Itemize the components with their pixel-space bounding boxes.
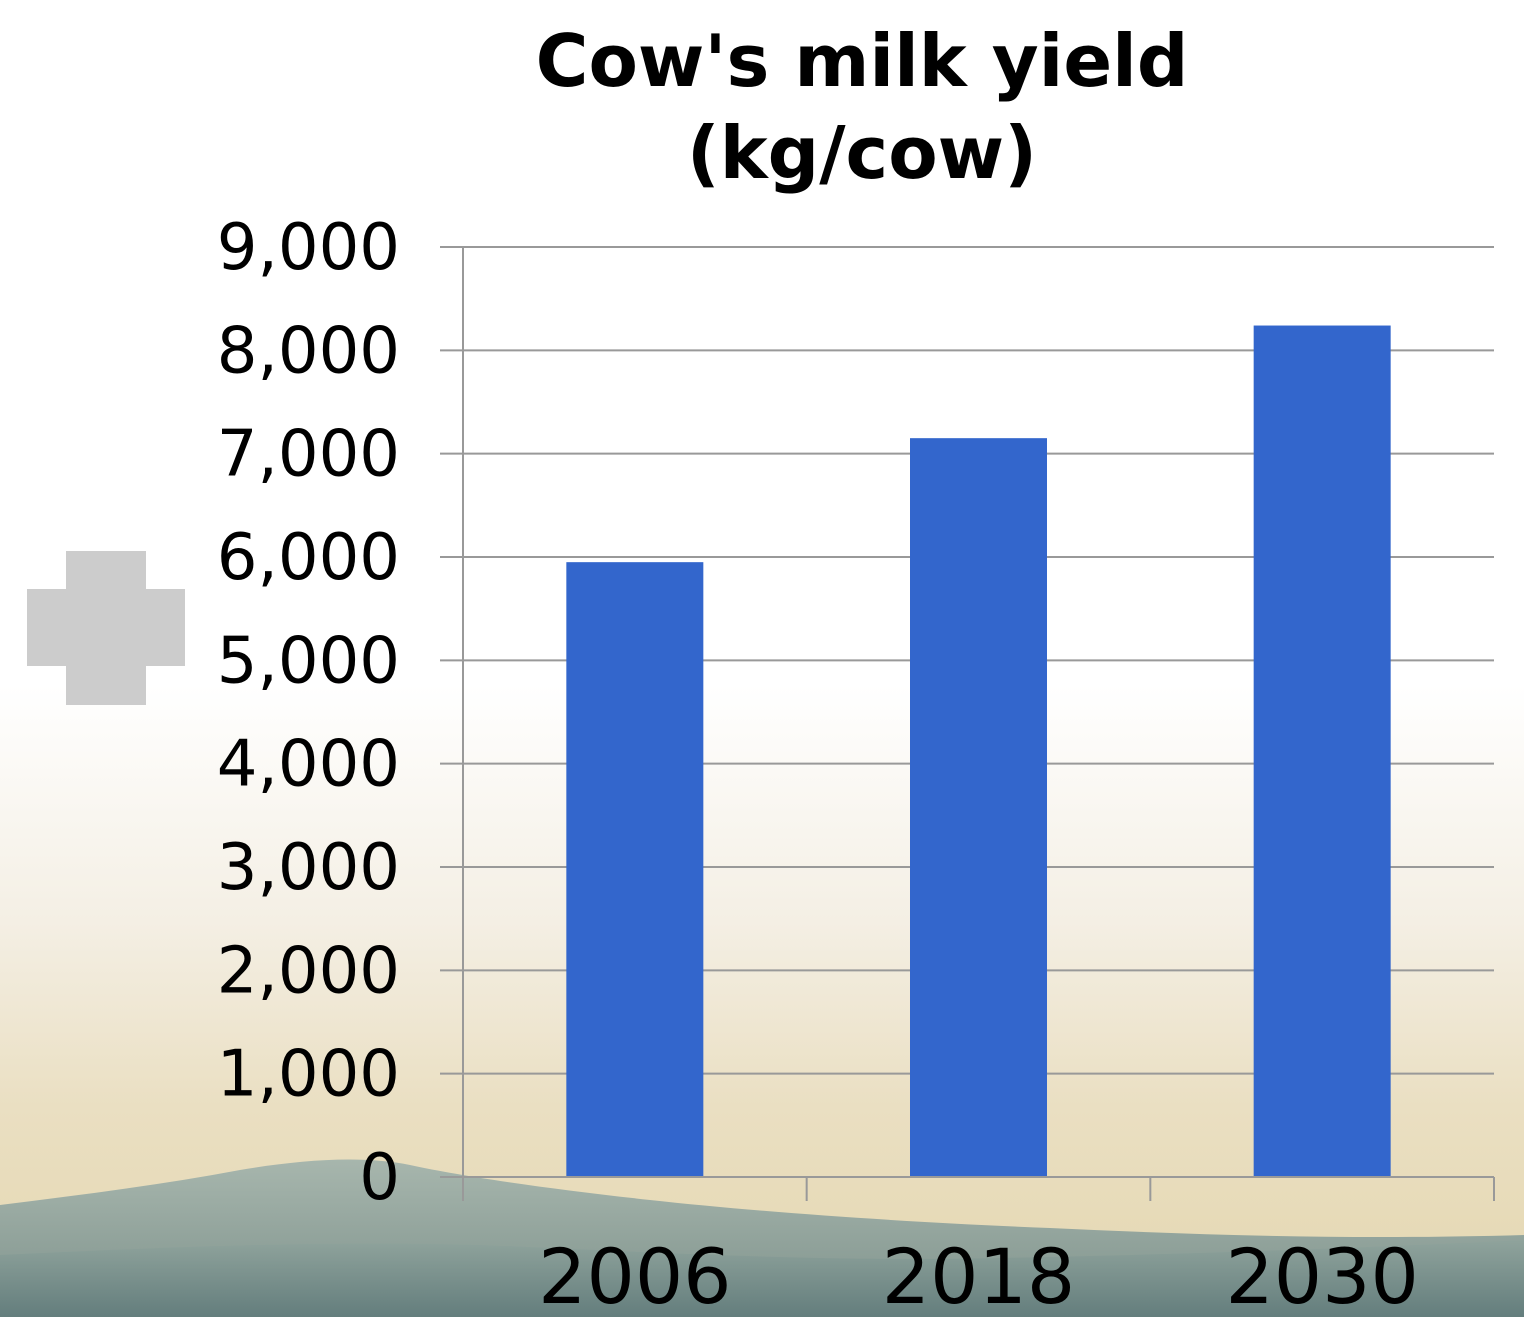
y-tick-label: 7,000 <box>217 418 400 492</box>
x-category-label: 2030 <box>1225 1232 1418 1317</box>
bars <box>566 325 1391 1178</box>
x-category-label: 2006 <box>538 1232 731 1317</box>
y-tick-label: 4,000 <box>217 728 400 802</box>
x-category-labels: 2006 2018 2030 <box>538 1232 1419 1317</box>
y-tick-label: 3,000 <box>217 831 400 905</box>
y-tick-label: 8,000 <box>217 314 400 388</box>
y-tick-labels: 0 1,000 2,000 3,000 4,000 5,000 6,000 7,000 8,00… <box>217 211 400 1215</box>
y-tick-label: 5,000 <box>217 624 400 698</box>
y-tick-label: 1,000 <box>217 1038 400 1112</box>
y-tick-label: 0 <box>359 1141 400 1215</box>
chart-title-line-1: Cow's milk yield <box>536 19 1189 103</box>
bar-2006 <box>566 562 704 1177</box>
plus-icon <box>27 551 185 705</box>
y-tick-label: 2,000 <box>217 934 400 1008</box>
chart-title-line-2: (kg/cow) <box>687 111 1037 195</box>
axes <box>440 247 1495 1201</box>
bar-2030 <box>1253 325 1391 1177</box>
y-tick-label: 6,000 <box>217 521 400 595</box>
bar-2018 <box>910 438 1047 1178</box>
y-tick-label: 9,000 <box>217 211 400 285</box>
x-category-label: 2018 <box>882 1232 1075 1317</box>
